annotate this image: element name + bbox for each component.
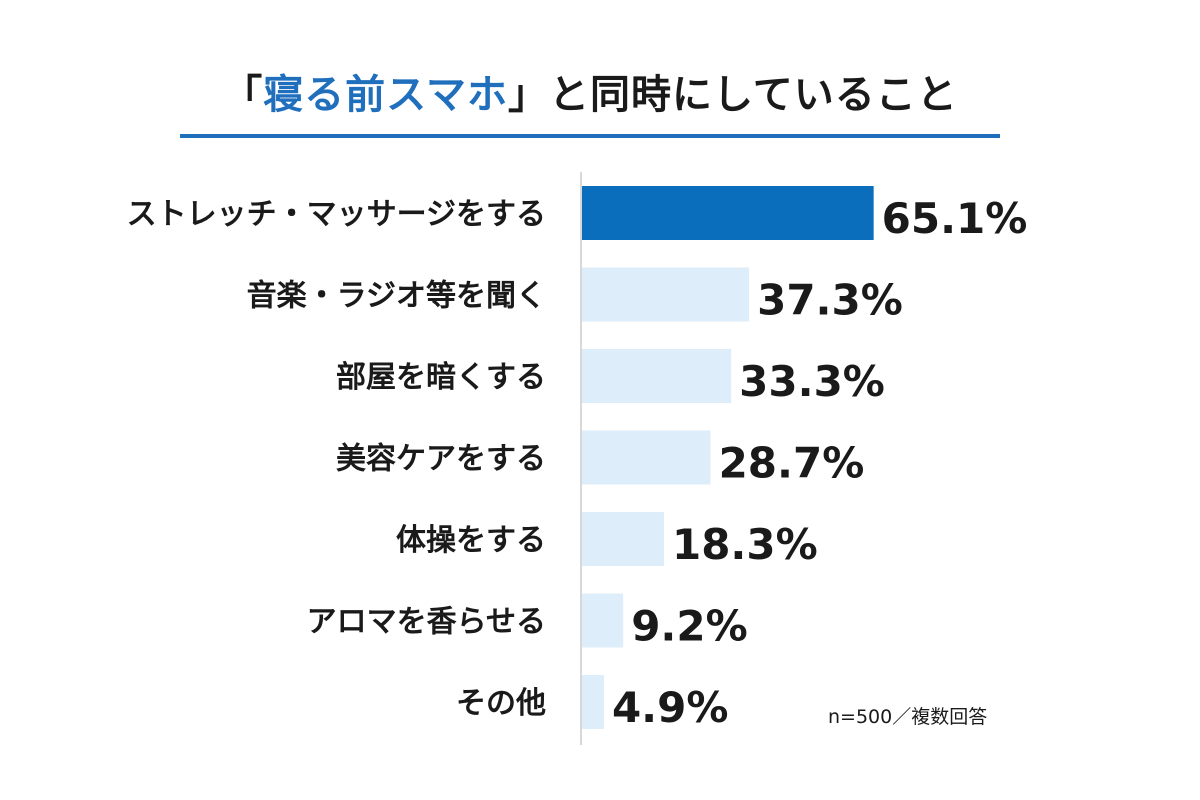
value-label: 18.3% (672, 520, 818, 569)
bar (582, 349, 732, 403)
sample-note: n=500／複数回答 (828, 706, 988, 728)
chart-title: 「寝る前スマホ」と同時にしていること (0, 62, 1180, 120)
category-label: 部屋を暗くする (336, 360, 546, 395)
bar-highlight (582, 186, 874, 240)
value-label: 28.7% (719, 439, 865, 488)
bar (582, 675, 604, 729)
title-open-bracket: 「 (222, 72, 264, 118)
bar (582, 267, 750, 322)
title-close-bracket: 」 (508, 72, 549, 118)
value-label: 37.3% (757, 276, 903, 325)
category-label: 美容ケアをする (336, 442, 546, 477)
category-label: 体操をする (396, 523, 546, 558)
bar (582, 430, 711, 485)
title-highlight: 寝る前スマホ (263, 72, 508, 118)
value-label: 65.1% (882, 194, 1028, 243)
bar (582, 512, 664, 566)
bar (582, 593, 624, 648)
value-label: 4.9% (612, 683, 728, 732)
value-label: 33.3% (739, 357, 885, 406)
title-underline (180, 134, 1000, 138)
category-label: その他 (456, 686, 546, 721)
category-label: ストレッチ・マッサージをする (127, 197, 546, 232)
value-label: 9.2% (631, 602, 747, 651)
category-label: 音楽・ラジオ等を聞く (247, 279, 546, 314)
category-label: アロマを香らせる (307, 605, 546, 640)
title-rest: と同時にしていること (549, 72, 958, 118)
